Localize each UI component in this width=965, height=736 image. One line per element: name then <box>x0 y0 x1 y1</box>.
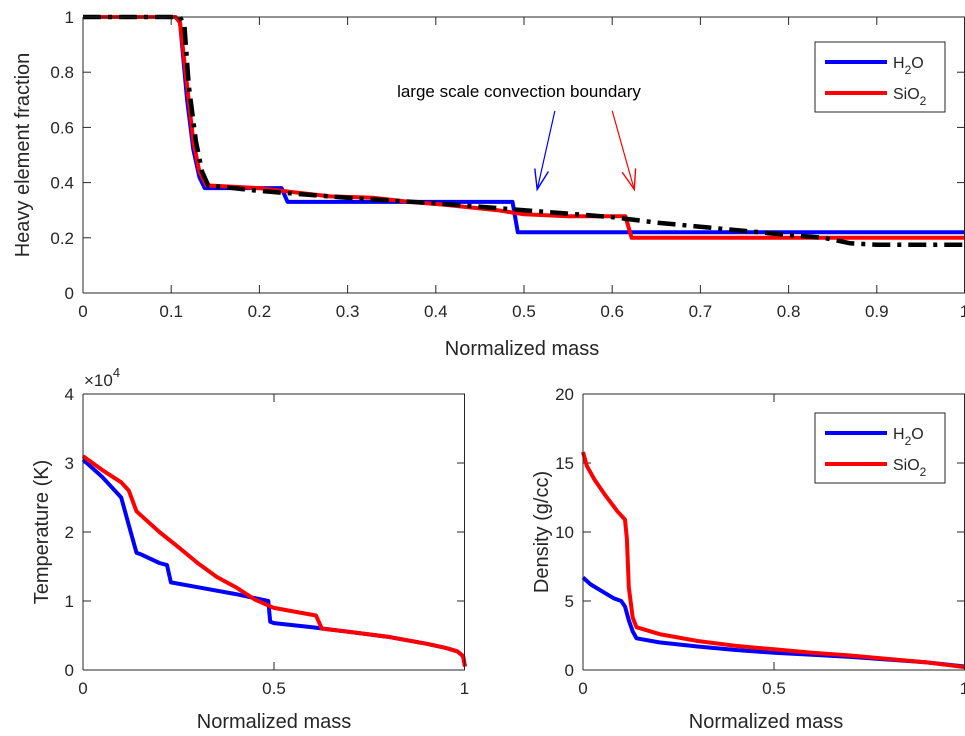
ylabel-br: Density (g/cc) <box>531 471 553 593</box>
y-tick-label: 1 <box>65 8 74 27</box>
x-tick-label: 0.6 <box>600 302 624 321</box>
y-tick-label: 10 <box>555 523 574 542</box>
legend-label-sub: 2 <box>920 94 927 108</box>
exponent-label: ×104 <box>84 365 120 390</box>
legend-box <box>814 412 946 484</box>
y-tick-label: 2 <box>65 523 74 542</box>
x-tick-label: 0.5 <box>262 679 286 698</box>
arrows-top <box>534 110 637 192</box>
y-tick-label: 3 <box>65 454 74 473</box>
plot-area-bl <box>83 394 465 670</box>
series-line-sio2-2 <box>581 451 965 670</box>
legend-label-base: SiO <box>893 457 920 474</box>
legend-label-base: H <box>893 426 905 443</box>
x-tick-label: 1 <box>460 679 469 698</box>
x-tick-label: 0 <box>78 679 87 698</box>
annotation-arrow-head <box>621 168 637 192</box>
y-tick-label: 5 <box>565 592 574 611</box>
x-tick-label: 0.5 <box>512 302 536 321</box>
annotation-convection: large scale convection boundary <box>397 82 641 101</box>
series-layer-top <box>83 14 965 247</box>
x-tick-label: 0.7 <box>689 302 713 321</box>
xlabel-br: Normalized mass <box>689 711 843 733</box>
x-tick-label: 0.2 <box>248 302 272 321</box>
exponent-base: ×10 <box>84 371 113 390</box>
x-tick-label: 0 <box>578 679 587 698</box>
annotation-arrow-shaft <box>536 110 556 190</box>
x-tick-label: 0.9 <box>865 302 889 321</box>
y-tick-label: 0.6 <box>50 118 74 137</box>
y-tick-label: 0 <box>65 661 74 680</box>
legend-label-sub: 2 <box>905 434 912 448</box>
x-tick-label: 0.8 <box>777 302 801 321</box>
legend-label: SiO2 <box>893 457 927 479</box>
legend-label-tail: O <box>911 55 923 72</box>
y-tick-label: 0.2 <box>50 229 74 248</box>
ticklabels-top: 0 0.1 0.2 0.3 0.4 0.5 0.6 0.7 0.8 0.9 1 0 0.2 0.4 0.6 0… <box>50 8 965 321</box>
x-tick-label: 0 <box>78 302 87 321</box>
panel-temperature: 0 0.5 1 0 1 2 3 4 Normalized mass Temperature (… <box>31 365 469 733</box>
annotation-arrow-shaft <box>611 110 635 190</box>
legend-label-tail: O <box>911 426 923 443</box>
ticklabels-bl: 0 0.5 1 0 1 2 3 4 <box>65 385 470 698</box>
x-tick-label: 1 <box>960 679 965 698</box>
x-tick-label: 0.4 <box>424 302 448 321</box>
annotation-arrow-head <box>534 168 549 192</box>
y-tick-label: 0 <box>65 284 74 303</box>
series-layer-br <box>581 451 965 670</box>
legend-label-sub: 2 <box>905 63 912 77</box>
xlabel-top: Normalized mass <box>445 338 599 360</box>
y-tick-label: 0.4 <box>50 174 74 193</box>
legend-label: H2O <box>893 55 924 77</box>
xlabel-bl: Normalized mass <box>197 711 351 733</box>
ylabel-bl: Temperature (K) <box>31 460 53 605</box>
series-line-sio2-1 <box>81 454 467 667</box>
legend-label-sub: 2 <box>920 465 927 479</box>
x-tick-label: 0.3 <box>336 302 360 321</box>
y-tick-label: 0 <box>565 661 574 680</box>
y-tick-label: 1 <box>65 592 74 611</box>
x-tick-label: 0.1 <box>159 302 183 321</box>
exponent-power: 4 <box>113 365 120 380</box>
legend-box <box>814 41 946 113</box>
y-tick-label: 15 <box>555 454 574 473</box>
legend-label-base: SiO <box>893 86 920 103</box>
y-tick-label: 4 <box>65 385 74 404</box>
frame-bl <box>82 393 465 671</box>
legend-label: H2O <box>893 426 924 448</box>
ylabel-top: Heavy element fraction <box>12 53 34 258</box>
y-tick-label: 20 <box>555 385 574 404</box>
y-tick-label: 0.8 <box>50 63 74 82</box>
series-layer-bl <box>81 454 467 667</box>
x-tick-label: 0.5 <box>762 679 786 698</box>
legend-label: SiO2 <box>893 86 927 108</box>
legend-label-base: H <box>893 55 905 72</box>
panel-heavy-element-fraction: 0 0.1 0.2 0.3 0.4 0.5 0.6 0.7 0.8 0.9 1 0 0.2 0.4 0.6 0… <box>12 8 965 360</box>
x-tick-label: 1 <box>960 302 965 321</box>
